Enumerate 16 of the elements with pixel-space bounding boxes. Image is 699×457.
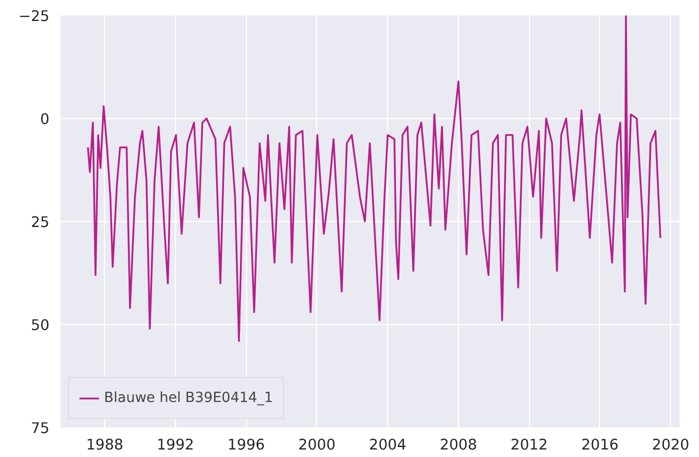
y-tick-label: −25	[18, 8, 50, 25]
x-tick-label: 2000	[298, 436, 336, 454]
x-tick-label: 2012	[510, 436, 548, 454]
x-tick-label: 1996	[228, 436, 265, 454]
y-tick-label: 75	[30, 420, 50, 437]
x-tick-label: 1988	[86, 436, 124, 454]
x-tick-label: 2020	[652, 436, 690, 454]
x-tick-label: 2004	[369, 436, 406, 454]
y-tick-label: 0	[40, 111, 50, 128]
legend-label: Blauwe hel B39E0414_1	[104, 390, 274, 406]
line-series	[87, 16, 662, 342]
x-tick-label: 2016	[581, 436, 619, 454]
x-tick-label: 1992	[156, 436, 194, 454]
y-tick-label: 50	[30, 317, 50, 334]
y-tick-label: 25	[30, 214, 50, 231]
x-tick-label: 2008	[440, 436, 478, 454]
